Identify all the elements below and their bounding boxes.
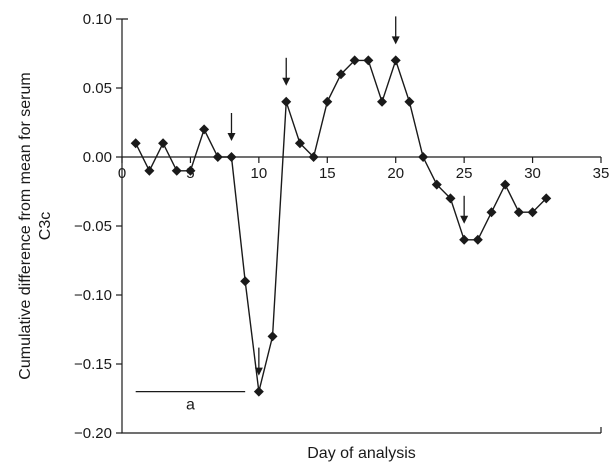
- annotation-label: a: [186, 397, 195, 414]
- data-point-day-5: [185, 165, 196, 176]
- arrows-layer: [227, 16, 469, 376]
- data-point-day-26: [472, 234, 483, 245]
- data-point-day-28: [500, 179, 511, 190]
- y-tick-label-1: 0.05: [83, 80, 112, 97]
- data-point-day-17: [349, 55, 360, 66]
- data-point-day-23: [431, 179, 442, 190]
- data-point-day-8: [226, 152, 237, 162]
- arrow-head-day-10: [254, 367, 263, 376]
- data-point-day-12: [281, 96, 292, 107]
- x-tick-label-30: 30: [524, 165, 541, 182]
- data-point-day-18: [363, 55, 374, 66]
- data-point-day-11: [267, 331, 278, 342]
- axes: [121, 18, 602, 434]
- data-point-day-7: [212, 152, 223, 162]
- data-point-day-9: [240, 276, 251, 287]
- data-point-day-27: [486, 207, 497, 218]
- y-axis-ticks: 0.10 0.05 0.00 −0.05 −0.10 −0.15 −0.20: [74, 11, 122, 442]
- x-tick-label-20: 20: [387, 165, 404, 182]
- arrow-head-day-12: [282, 77, 291, 86]
- data-point-day-19: [377, 96, 388, 107]
- data-point-day-14: [308, 152, 319, 162]
- arrow-head-day-8: [227, 133, 236, 141]
- x-tick-label-15: 15: [319, 165, 336, 182]
- y-tick-label-6: −0.20: [74, 425, 112, 442]
- data-point-day-21: [404, 96, 415, 107]
- data-point-day-25: [459, 234, 470, 245]
- x-tick-label-35: 35: [593, 165, 610, 182]
- x-tick-label-0: 0: [118, 165, 126, 182]
- data-point-day-10: [253, 386, 264, 397]
- y-axis-label-line-2: C3c: [37, 212, 54, 240]
- y-tick-label-0: 0.10: [83, 11, 112, 28]
- data-point-day-30: [527, 207, 538, 218]
- data-point-day-31: [541, 193, 552, 204]
- y-tick-label-4: −0.10: [74, 287, 112, 304]
- data-point-day-22: [418, 152, 429, 162]
- x-axis-ticks: 05101520253035: [118, 157, 610, 182]
- x-axis-label: Day of analysis: [307, 445, 416, 462]
- y-axis-label-line-1: Cumulative difference from mean for seru…: [17, 72, 34, 379]
- y-tick-label-3: −0.05: [74, 218, 112, 235]
- data-point-day-6: [199, 124, 210, 135]
- data-point-day-24: [445, 193, 456, 204]
- data-point-day-29: [513, 207, 524, 218]
- series-line-0: [135, 58, 547, 392]
- data-point-day-4: [171, 165, 182, 176]
- x-tick-label-25: 25: [456, 165, 473, 182]
- data-point-day-20: [390, 55, 401, 66]
- data-point-day-1: [130, 138, 141, 149]
- annotation-layer: a: [135, 391, 246, 414]
- y-tick-label-5: −0.15: [74, 356, 112, 373]
- data-point-day-3: [158, 138, 169, 149]
- plot-area-frame: [121, 18, 602, 434]
- arrow-head-day-25: [460, 215, 469, 224]
- series-layer: [130, 55, 552, 397]
- data-point-day-2: [144, 165, 155, 176]
- arrow-head-day-20: [391, 36, 400, 45]
- data-point-day-16: [335, 69, 346, 80]
- data-point-day-13: [294, 138, 305, 149]
- data-point-day-15: [322, 96, 333, 107]
- y-tick-label-2: 0.00: [83, 149, 112, 166]
- x-tick-label-10: 10: [251, 165, 268, 182]
